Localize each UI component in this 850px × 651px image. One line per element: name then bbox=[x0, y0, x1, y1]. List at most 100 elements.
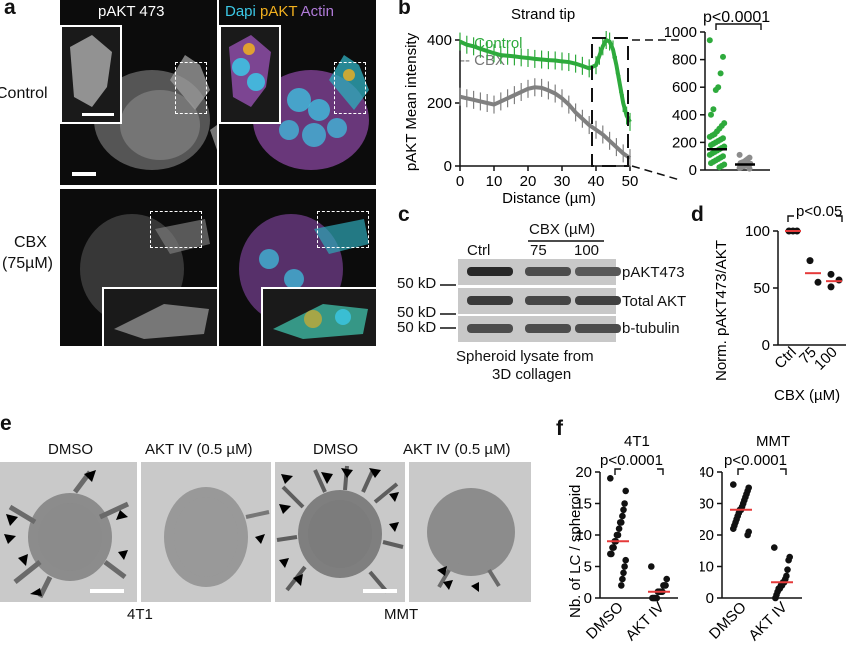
data-point bbox=[771, 544, 778, 551]
y-tick-label: 800 bbox=[672, 52, 697, 69]
y-tick-label: 30 bbox=[700, 496, 714, 513]
series-line-control bbox=[459, 37, 632, 123]
inset-image bbox=[229, 35, 271, 107]
image-label: DMSO bbox=[313, 441, 358, 458]
row-label-cbx: CBX bbox=[14, 234, 47, 251]
data-point bbox=[616, 519, 624, 526]
cell-line-label-mmt: MMT bbox=[384, 606, 419, 623]
y-tick-label: 40 bbox=[700, 464, 714, 481]
image-label: DMSO bbox=[48, 441, 93, 458]
inset-scale-bar bbox=[82, 113, 114, 116]
x-tick-label: 50 bbox=[622, 173, 639, 190]
data-point-control bbox=[706, 37, 713, 44]
y-tick-label: 200 bbox=[427, 95, 452, 112]
y-tick-label: 15 bbox=[575, 496, 592, 513]
x-tick-label: 0 bbox=[456, 173, 464, 190]
panel-label-b: b bbox=[398, 0, 411, 19]
data-point bbox=[772, 594, 779, 602]
data-point bbox=[613, 531, 621, 539]
x-tick-label: 40 bbox=[588, 173, 605, 190]
data-point-control bbox=[708, 111, 714, 118]
micrograph-pakt-control: pAKT 473 bbox=[60, 0, 217, 185]
merged-image bbox=[253, 55, 369, 170]
legend-pakt: pAKT bbox=[260, 3, 298, 20]
p-value: p<0.0001 bbox=[724, 452, 787, 469]
y-tick-label: 400 bbox=[672, 107, 697, 124]
y-tick-label: 0 bbox=[762, 337, 770, 354]
y-tick-label: 1000 bbox=[665, 24, 697, 41]
panel-label-c: c bbox=[398, 203, 410, 226]
data-point-control bbox=[710, 106, 717, 113]
panel-label-d: d bbox=[691, 203, 704, 226]
data-point bbox=[621, 563, 628, 570]
inset-zoom bbox=[60, 25, 122, 124]
p-value: p<0.0001 bbox=[600, 452, 663, 469]
series-line-cbx bbox=[459, 85, 632, 160]
lane-label-100: 100 bbox=[574, 242, 600, 259]
y-axis-label: pAKT Mean intensity bbox=[403, 32, 420, 171]
lane-label-ctrl: Ctrl bbox=[467, 242, 491, 259]
data-point bbox=[663, 575, 670, 583]
data-point bbox=[785, 556, 792, 564]
inset-image bbox=[70, 35, 112, 107]
significance-bracket bbox=[715, 23, 762, 30]
blot-band bbox=[525, 324, 571, 333]
y-tick-label: 0 bbox=[689, 162, 697, 179]
scale-bar bbox=[72, 172, 96, 176]
blot-band bbox=[575, 324, 621, 333]
y-tick-label: 0 bbox=[444, 158, 452, 175]
p-value: p<0.0001 bbox=[703, 9, 770, 26]
micrograph-pakt-cbx bbox=[60, 189, 217, 346]
scale-bar bbox=[90, 589, 124, 593]
spheroid-image bbox=[94, 55, 217, 170]
merge-legend: Dapi pAKT Actin bbox=[225, 3, 334, 20]
zoom-region-box bbox=[317, 211, 369, 248]
col-title-pakt473: pAKT 473 bbox=[98, 3, 165, 20]
data-point-cbx bbox=[736, 151, 743, 158]
data-point-control bbox=[717, 70, 724, 77]
data-point bbox=[622, 556, 629, 564]
data-point bbox=[784, 566, 791, 573]
cell-line-label-4t1: 4T1 bbox=[127, 606, 153, 623]
kd-ticks bbox=[440, 284, 456, 329]
blot-band bbox=[525, 296, 571, 305]
data-point-control bbox=[716, 164, 723, 171]
significance-bracket bbox=[614, 468, 664, 475]
protein-label: Total AKT bbox=[622, 293, 687, 310]
image-label: AKT IV (0.5 µM) bbox=[403, 441, 511, 458]
data-point bbox=[660, 582, 667, 589]
y-tick-label: 400 bbox=[427, 32, 452, 49]
data-point bbox=[621, 500, 628, 507]
zoom-region-box bbox=[591, 37, 629, 167]
x-tick-label: AKT IV bbox=[622, 599, 667, 644]
row-label-cbx-dose: (75µM) bbox=[2, 255, 53, 272]
scale-bar bbox=[363, 589, 397, 593]
y-tick-label: 20 bbox=[700, 527, 714, 544]
y-tick-label: 10 bbox=[700, 559, 714, 576]
data-point bbox=[648, 563, 655, 570]
inset-image bbox=[114, 304, 209, 339]
y-tick-label: 20 bbox=[575, 464, 592, 481]
panel-label-a: a bbox=[4, 0, 16, 19]
x-axis-label: CBX (µM) bbox=[774, 387, 840, 404]
y-tick-label: 50 bbox=[753, 280, 770, 297]
blot-caption: 3D collagen bbox=[492, 366, 572, 383]
micrograph-merge-control: Dapi pAKT Actin bbox=[219, 0, 376, 185]
spheroid-image bbox=[164, 487, 270, 587]
kd-marker: 50 kD bbox=[397, 275, 437, 292]
x-tick-label: AKT IV bbox=[745, 599, 790, 644]
y-tick-label: 600 bbox=[672, 79, 697, 96]
inset-image bbox=[273, 304, 368, 339]
brightfield-4t1-dmso bbox=[0, 462, 137, 602]
p-value: p<0.05 bbox=[796, 203, 842, 220]
data-point bbox=[609, 544, 616, 551]
x-axis-label: Distance (µm) bbox=[502, 190, 596, 207]
zoom-region-box bbox=[150, 211, 202, 248]
zoom-connector bbox=[631, 39, 681, 181]
data-point bbox=[814, 278, 822, 286]
y-axis-label: Norm. pAKT473/AKT bbox=[713, 240, 730, 381]
data-point-control bbox=[706, 133, 713, 140]
chart-title: Strand tip bbox=[511, 6, 575, 23]
